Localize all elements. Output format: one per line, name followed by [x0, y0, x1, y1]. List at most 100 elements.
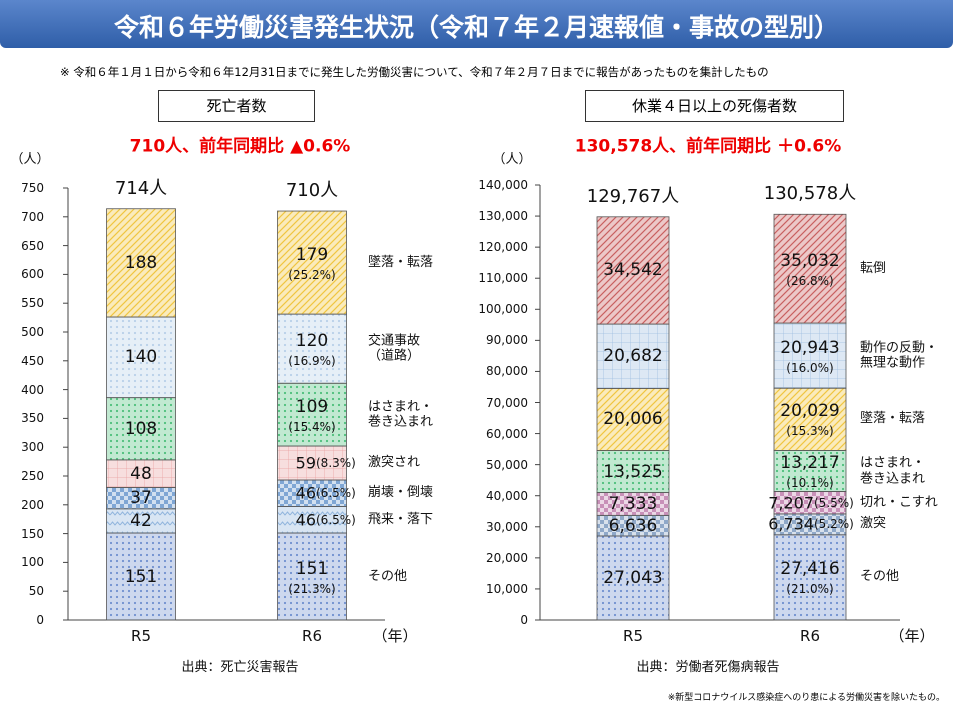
y-tick-label: 70,000 — [486, 395, 528, 410]
box-label: 休業４日以上の死傷者数 — [585, 90, 844, 122]
bar-segment — [106, 208, 176, 318]
share-label: (21.3%) — [288, 581, 336, 596]
footnote: ※新型コロナウイルス感染症へのり患による労働災害を除いたもの。 — [667, 693, 945, 703]
y-tick-label: 130,000 — [478, 208, 528, 223]
x-axis-unit: （年） — [889, 627, 935, 645]
value-label: 27,043 — [603, 567, 663, 588]
bar-segment — [106, 316, 176, 399]
legend-label: 崩壊・倒壊 — [368, 485, 434, 501]
share-label: (6.5%) — [316, 486, 356, 501]
x-axis-unit: （年） — [372, 627, 418, 645]
y-tick-label: 650 — [21, 238, 44, 253]
bar-segment — [277, 532, 347, 621]
y-tick-label: 350 — [21, 411, 44, 426]
y-tick-label: 500 — [21, 324, 44, 339]
legend-label: 激突 — [860, 516, 887, 532]
slide-title: 令和６年労働災害発生状況（令和７年２月速報値・事故の型別） — [113, 13, 839, 42]
value-label: 20,682 — [603, 346, 663, 367]
value-label: 20,006 — [603, 409, 663, 430]
y-tick-label: 750 — [21, 180, 44, 195]
note: ※ 令和６年１月１日から令和６年12月31日までに発生した労働災害について、令和… — [60, 65, 769, 79]
share-label: (5.5%) — [814, 495, 854, 510]
share-label: (26.8%) — [786, 273, 834, 288]
share-label: (15.4%) — [288, 419, 336, 434]
share-label: (8.3%) — [316, 455, 356, 470]
y-tick-label: 550 — [21, 295, 44, 310]
value-label: 179 — [295, 244, 329, 265]
bar-segment — [596, 387, 670, 451]
legend-label: その他 — [368, 568, 408, 584]
x-tick-label: R6 — [302, 627, 322, 645]
bar-segment — [596, 216, 670, 325]
y-axis-unit: （人） — [10, 152, 50, 168]
header-bar — [0, 0, 953, 48]
bar-segment — [773, 450, 847, 492]
y-tick-label: 10,000 — [486, 581, 528, 596]
legend-label: 切れ・こすれ — [860, 494, 938, 510]
total-label: 130,578人 — [763, 183, 857, 205]
y-tick-label: 40,000 — [486, 488, 528, 503]
bar-segment — [596, 535, 670, 621]
value-label: 108 — [124, 418, 158, 439]
value-label: 20,943 — [780, 337, 840, 358]
bar-segment — [277, 479, 347, 507]
value-label: 34,542 — [603, 260, 663, 281]
legend-label: その他 — [860, 569, 900, 585]
legend-label: はさまれ・ 巻き込まれ — [368, 399, 434, 430]
y-tick-label: 50,000 — [486, 457, 528, 472]
y-tick-label: 700 — [21, 209, 44, 224]
legend-label: 動作の反動・ 無理な動作 — [860, 340, 939, 371]
legend-label: はさまれ・ 巻き込まれ — [860, 455, 926, 486]
share-label: (16.0%) — [786, 360, 834, 375]
value-label: 140 — [124, 347, 158, 368]
y-tick-label: 30,000 — [486, 519, 528, 534]
value-label: 13,217 — [780, 452, 840, 473]
bar-segment — [277, 445, 347, 481]
box-label: 死亡者数 — [158, 90, 315, 122]
share-label: (25.2%) — [288, 267, 336, 282]
y-tick-label: 450 — [21, 353, 44, 368]
legend-label: 交通事故 （道路） — [368, 333, 421, 364]
share-label: (5.2%) — [814, 517, 854, 532]
share-label: (10.1%) — [786, 475, 834, 490]
share-label: (15.3%) — [786, 424, 834, 439]
value-label: 109 — [295, 396, 329, 417]
bar-segment — [773, 213, 847, 324]
value-label: 48 — [130, 463, 152, 484]
y-tick-label: 250 — [21, 468, 44, 483]
subtitle: 130,578人、前年同期比 ＋0.6% — [574, 136, 842, 157]
value-label: 42 — [130, 510, 152, 531]
y-tick-label: 60,000 — [486, 426, 528, 441]
value-label: 188 — [124, 252, 158, 273]
y-tick-label: 100 — [21, 555, 44, 570]
x-tick-label: R5 — [131, 627, 151, 645]
value-label: 20,029 — [780, 401, 840, 422]
y-tick-label: 20,000 — [486, 550, 528, 565]
y-tick-label: 0 — [36, 612, 44, 627]
value-label: 59 — [295, 453, 316, 473]
legend-label: 墜落・転落 — [368, 254, 434, 270]
value-label: 120 — [295, 330, 329, 351]
legend-label: 飛来・落下 — [368, 511, 434, 527]
share-label: (16.9%) — [288, 353, 336, 368]
y-tick-label: 400 — [21, 382, 44, 397]
legend-label: 転倒 — [860, 260, 887, 276]
bar-segment — [106, 508, 176, 534]
y-tick-label: 90,000 — [486, 333, 528, 348]
value-label: 151 — [124, 566, 158, 587]
bar-segment — [596, 450, 670, 493]
subtitle: 710人、前年同期比 ▲0.6% — [129, 136, 351, 157]
legend-label: 墜落・転落 — [860, 411, 926, 427]
y-tick-label: 50 — [28, 583, 44, 598]
value-label: 35,032 — [780, 250, 840, 271]
y-axis-unit: （人） — [492, 152, 532, 168]
value-label: 6,636 — [608, 515, 658, 536]
bar-segment — [773, 322, 847, 389]
y-tick-label: 150 — [21, 526, 44, 541]
y-tick-label: 300 — [21, 439, 44, 454]
value-label: 27,416 — [780, 559, 840, 580]
total-label: 714人 — [114, 177, 168, 199]
value-label: 46 — [295, 510, 316, 530]
